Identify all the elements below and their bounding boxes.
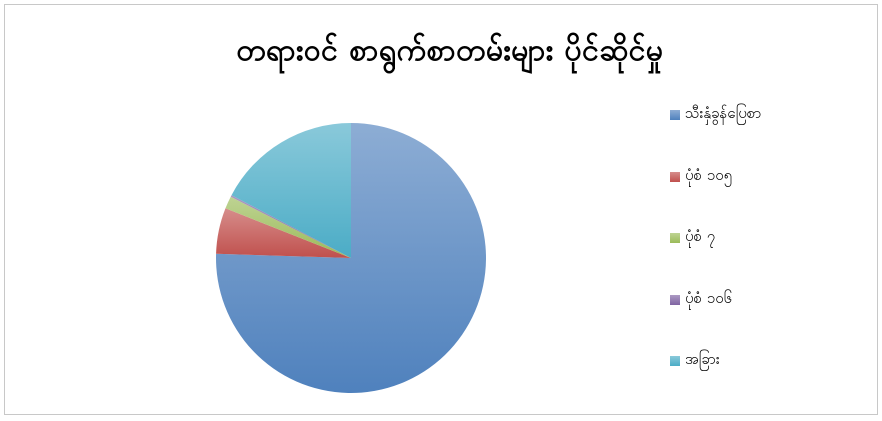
legend-item: အခြား: [670, 349, 720, 373]
legend-item: ပုံစံ ၁၀၆: [670, 288, 732, 312]
legend-label: အခြား: [685, 350, 720, 368]
pie-slice-1: [216, 123, 487, 394]
legend-label: ပုံစံ ၇: [685, 227, 716, 245]
legend-item: ပုံစံ ၇: [670, 226, 715, 250]
chart-legend: သီးနှံခွန်ပြေစာပုံစံ ၁၀၅ပုံစံ ၇ပုံစံ ၁၀၆…: [670, 103, 870, 403]
legend-item: သီးနှံခွန်ပြေစာ: [670, 103, 761, 127]
legend-label: ပုံစံ ၁၀၆: [685, 288, 733, 307]
pie-slice-4: [230, 195, 351, 258]
legend-swatch: [670, 110, 680, 120]
legend-label: ပုံစံ ၁၀၅: [685, 165, 733, 184]
legend-swatch: [670, 171, 680, 182]
pie-slice-3: [225, 196, 351, 258]
legend-swatch: [670, 233, 680, 243]
legend-swatch: [670, 294, 680, 305]
legend-swatch: [670, 356, 680, 366]
chart-title: တရားဝင် စာရွက်စာတမ်းများ ပိုင်ဆိုင်မှု: [236, 33, 664, 68]
legend-item: ပုံစံ ၁၀၅: [670, 165, 732, 189]
pie-slice-2: [216, 208, 351, 258]
legend-label: သီးနှံခွန်ပြေစာ: [685, 104, 762, 122]
pie-slice-5: [231, 123, 351, 258]
